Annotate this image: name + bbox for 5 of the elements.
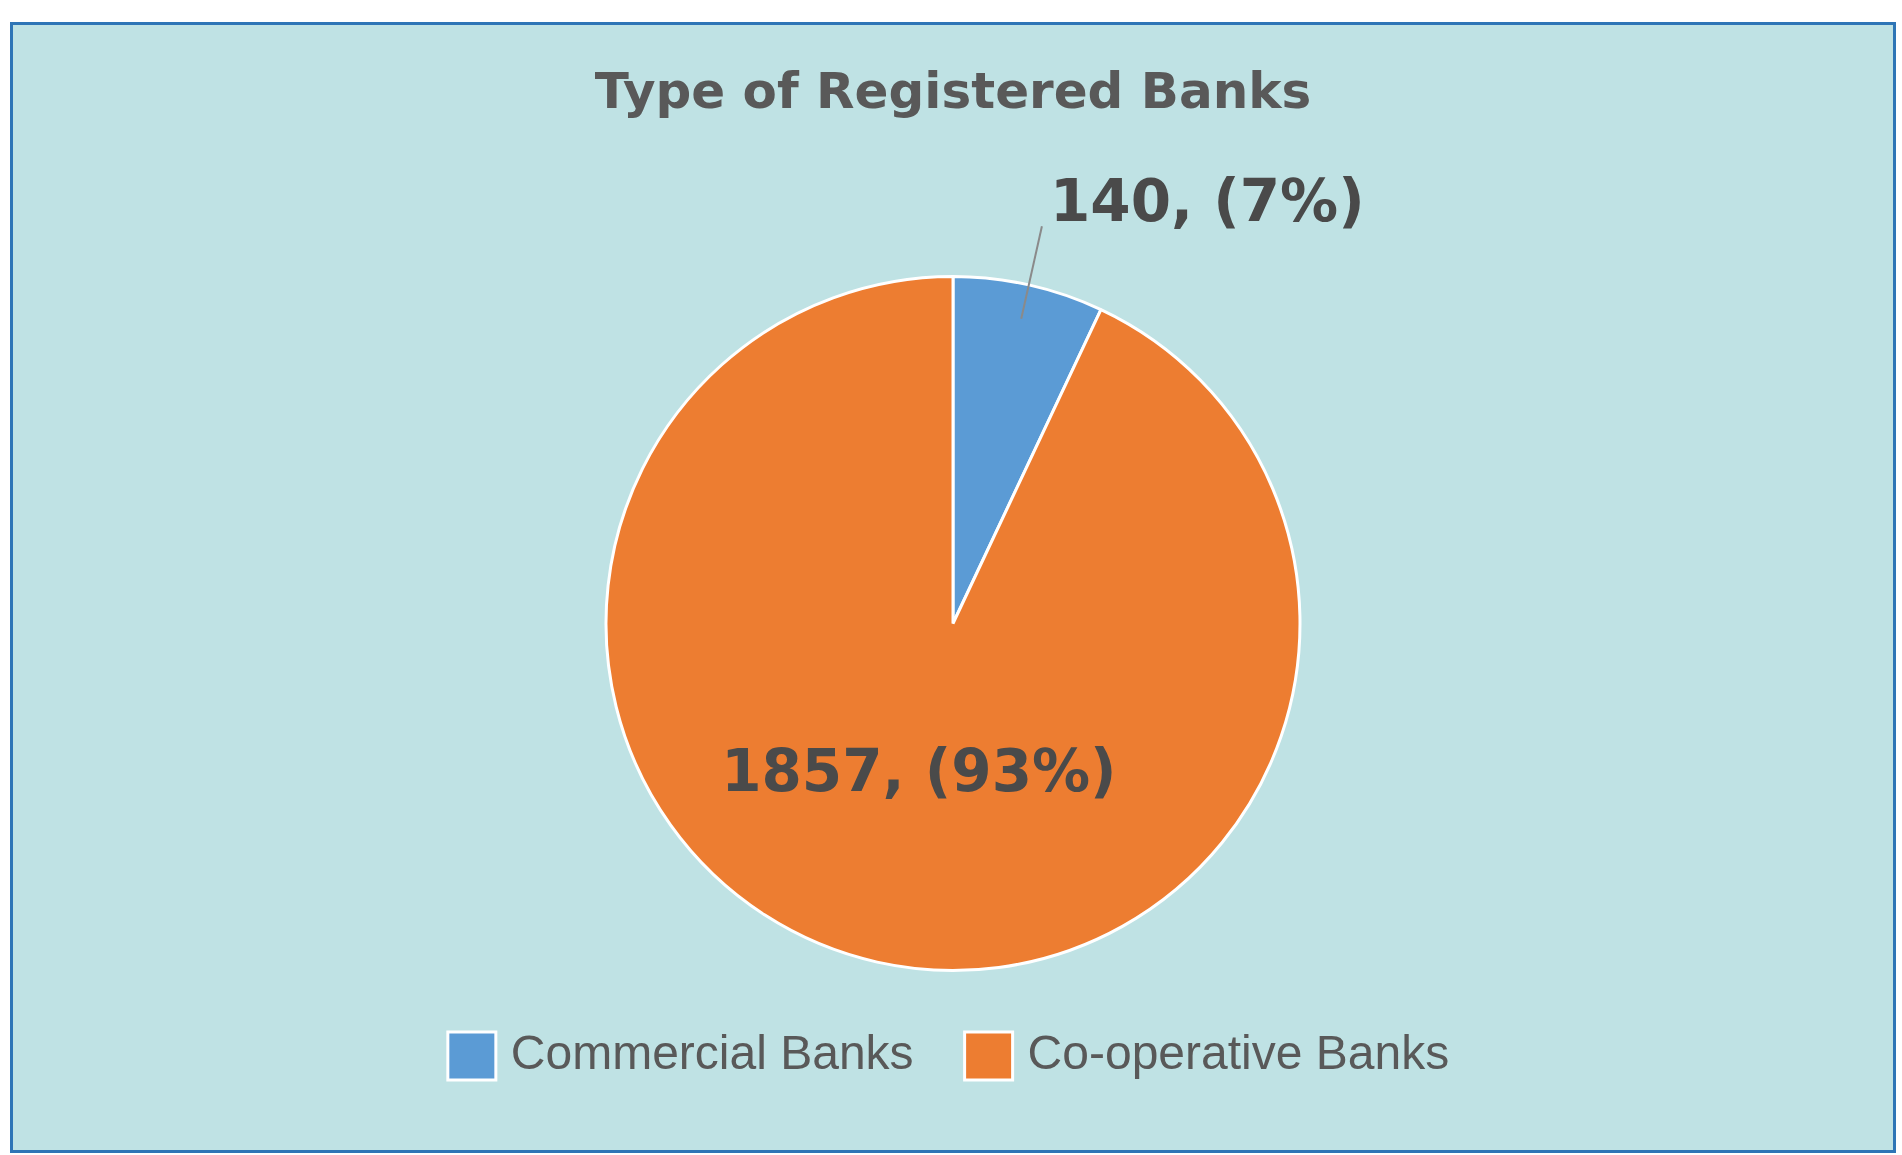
chart-title: Type of Registered Banks [594, 61, 1312, 120]
data-label: 1857, (93%) [721, 736, 1117, 805]
legend-label: Commercial Banks [510, 1026, 914, 1080]
legend-label: Co-operative Banks [1027, 1026, 1450, 1080]
data-label: 140, (7%) [1049, 167, 1365, 236]
